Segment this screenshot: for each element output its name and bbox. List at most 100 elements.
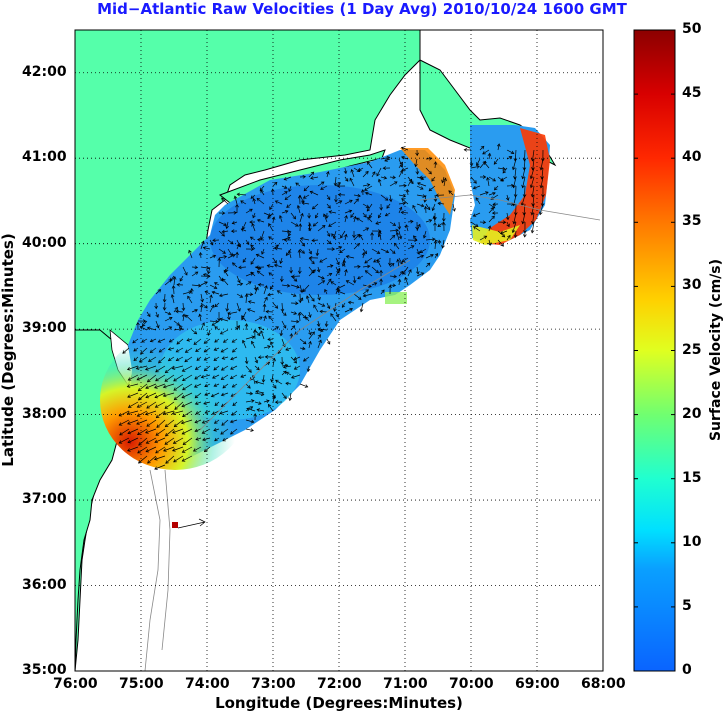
velocity-vector-head xyxy=(349,199,353,204)
velocity-vector xyxy=(290,356,297,364)
velocity-vector-head xyxy=(401,258,406,263)
velocity-vector xyxy=(139,356,148,363)
velocity-vector xyxy=(262,374,265,383)
colorbar-label: Surface Velocity (cm/s) xyxy=(708,258,724,442)
velocity-vector xyxy=(182,365,193,372)
velocity-vector xyxy=(389,235,395,241)
velocity-vector xyxy=(220,318,229,322)
velocity-vector-head xyxy=(505,216,510,221)
velocity-vector xyxy=(521,194,526,206)
velocity-vector xyxy=(308,171,314,178)
velocity-vector xyxy=(172,428,184,434)
velocity-vector-head xyxy=(284,210,289,214)
velocity-vector xyxy=(254,356,258,364)
velocity-vector xyxy=(488,153,491,160)
velocity-vector xyxy=(254,287,259,295)
velocity-vector xyxy=(487,177,490,187)
velocity-vector-head xyxy=(154,404,159,408)
velocity-vector xyxy=(425,254,434,259)
velocity-vector xyxy=(200,302,208,309)
velocity-vector xyxy=(252,212,256,218)
velocity-vector xyxy=(540,176,544,188)
velocity-vector-head xyxy=(352,279,357,284)
velocity-vector xyxy=(524,185,526,198)
velocity-vector xyxy=(303,194,310,199)
velocity-vector xyxy=(191,329,197,335)
velocity-vector xyxy=(344,210,352,214)
velocity-vector xyxy=(214,302,220,307)
velocity-vector xyxy=(324,289,328,295)
velocity-vector-head xyxy=(426,262,431,267)
velocity-vector xyxy=(155,446,166,454)
velocity-vector xyxy=(139,326,148,331)
velocity-vector-head xyxy=(137,396,142,401)
velocity-vector-head xyxy=(529,175,534,180)
velocity-vector xyxy=(366,203,373,212)
velocity-vector xyxy=(364,185,373,191)
velocity-vector xyxy=(346,280,355,286)
velocity-vector xyxy=(290,221,299,227)
velocity-vector xyxy=(320,185,328,190)
velocity-vector xyxy=(209,304,215,313)
velocity-vector-head xyxy=(284,363,289,368)
velocity-vector-head xyxy=(283,177,288,181)
velocity-vector-head xyxy=(219,331,224,335)
velocity-vector-head xyxy=(415,271,420,275)
velocity-vector-head xyxy=(135,366,140,370)
velocity-vector xyxy=(401,211,409,214)
velocity-vector-head xyxy=(492,191,496,196)
velocity-vector xyxy=(506,149,514,154)
velocity-vector-head xyxy=(176,282,180,287)
velocity-vector-head xyxy=(231,339,236,343)
velocity-vector-head xyxy=(126,384,131,388)
velocity-vector-head xyxy=(126,367,131,371)
velocity-vector-head xyxy=(247,281,252,285)
velocity-vector-head xyxy=(289,270,293,274)
velocity-vector-head xyxy=(279,278,284,283)
velocity-vector xyxy=(250,236,256,241)
velocity-vector-head xyxy=(187,295,191,300)
velocity-vector-head xyxy=(483,235,488,240)
velocity-vector xyxy=(379,231,382,241)
velocity-vector xyxy=(267,338,274,340)
velocity-vector-head xyxy=(155,377,159,382)
velocity-vector xyxy=(407,220,414,223)
velocity-vector xyxy=(308,248,312,255)
velocity-vector xyxy=(288,185,292,192)
velocity-vector-head xyxy=(285,381,289,386)
velocity-vector xyxy=(365,270,373,277)
velocity-vector-head xyxy=(379,207,383,211)
colorbar-tick-label: 45 xyxy=(682,85,702,102)
velocity-vector-head xyxy=(319,309,323,314)
velocity-vector xyxy=(326,265,333,268)
velocity-vector xyxy=(344,167,347,174)
velocity-vector xyxy=(438,202,445,205)
velocity-vector xyxy=(194,419,202,423)
velocity-vector-head xyxy=(267,215,271,219)
velocity-vector-head xyxy=(222,250,226,254)
velocity-vector xyxy=(488,225,491,232)
velocity-vector-head xyxy=(162,384,167,389)
velocity-vector xyxy=(316,248,319,256)
velocity-vector xyxy=(308,341,311,349)
velocity-vector xyxy=(228,311,238,315)
velocity-vector xyxy=(251,271,256,277)
velocity-vector xyxy=(378,179,382,187)
velocity-vector xyxy=(297,205,301,214)
velocity-vector xyxy=(312,239,319,241)
velocity-vector xyxy=(200,281,208,286)
velocity-vector-head xyxy=(248,369,252,373)
velocity-vector-head xyxy=(221,233,225,237)
velocity-vectors xyxy=(118,143,545,529)
velocity-vector-head xyxy=(297,195,302,199)
velocity-vector xyxy=(230,419,238,423)
velocity-vector xyxy=(443,178,446,187)
velocity-vector-head xyxy=(158,349,163,353)
velocity-vector xyxy=(182,314,185,322)
velocity-vector xyxy=(416,185,424,190)
velocity-vector-head xyxy=(472,185,477,190)
velocity-vector xyxy=(271,374,274,382)
velocity-vector-head xyxy=(404,276,408,281)
velocity-vector xyxy=(181,392,193,398)
